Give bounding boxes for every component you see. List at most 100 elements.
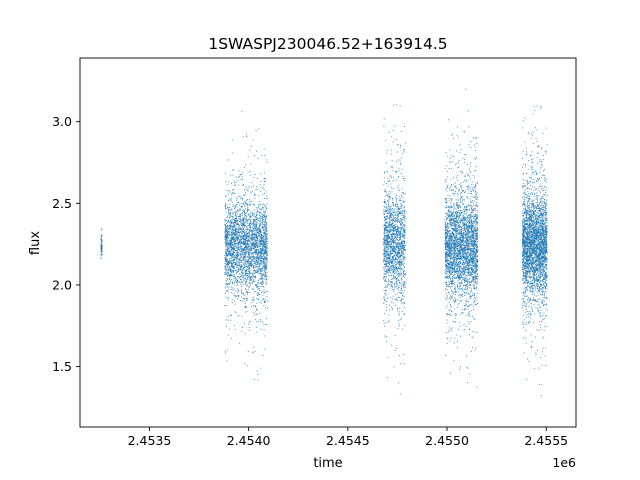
data-point [260, 277, 262, 279]
data-point [235, 218, 237, 220]
data-point [244, 194, 246, 196]
data-point [473, 204, 475, 206]
data-point [391, 260, 393, 262]
data-point [259, 242, 261, 244]
data-point [228, 208, 230, 210]
data-point [400, 292, 403, 294]
data-point [393, 246, 396, 249]
data-point [393, 231, 395, 233]
data-point [257, 373, 259, 375]
data-point [233, 184, 235, 187]
data-point [394, 214, 396, 216]
data-point [402, 260, 404, 262]
data-point [256, 186, 258, 188]
data-point [225, 280, 227, 282]
data-point [394, 216, 396, 218]
data-point [383, 241, 385, 243]
data-point [261, 291, 263, 294]
data-point [248, 224, 250, 226]
data-point [266, 254, 269, 256]
data-point [456, 177, 458, 179]
data-point [386, 269, 389, 271]
data-point [404, 212, 406, 214]
data-point [401, 215, 403, 217]
data-point [264, 181, 266, 183]
data-point [228, 261, 230, 264]
data-point [388, 266, 390, 268]
data-point [458, 242, 460, 244]
data-point [388, 321, 390, 323]
data-point [225, 325, 228, 327]
data-point [399, 268, 401, 270]
data-point [231, 237, 233, 239]
data-point [383, 216, 385, 219]
data-point [261, 260, 263, 262]
data-point [262, 187, 264, 189]
data-point [400, 211, 402, 213]
data-point [260, 253, 262, 255]
data-point [384, 275, 386, 277]
data-point [389, 229, 391, 231]
data-point [229, 241, 232, 243]
data-point [239, 249, 241, 252]
data-point [227, 272, 229, 274]
data-point [401, 264, 403, 266]
data-point [246, 268, 248, 271]
data-point [243, 217, 245, 219]
data-point [259, 219, 261, 221]
data-point [100, 250, 102, 252]
data-point [101, 244, 103, 246]
data-point [262, 256, 264, 258]
data-point [403, 306, 405, 308]
data-point [383, 239, 385, 241]
data-point [402, 295, 404, 297]
data-point [266, 291, 269, 293]
data-point [238, 235, 240, 237]
data-point [264, 215, 266, 217]
data-point [241, 243, 243, 245]
data-point [231, 271, 233, 273]
data-point [254, 350, 256, 352]
data-point [235, 254, 237, 256]
data-point [240, 279, 243, 281]
data-point [468, 187, 470, 189]
data-point [402, 291, 404, 293]
data-point [247, 190, 249, 192]
data-point [392, 267, 395, 269]
data-point [262, 222, 264, 224]
data-point [400, 363, 402, 365]
data-point [263, 252, 265, 254]
data-point [265, 290, 267, 293]
data-point [250, 191, 252, 193]
data-point [256, 263, 258, 265]
data-point [254, 239, 256, 241]
data-point [255, 261, 257, 263]
data-point [238, 251, 240, 254]
data-point [265, 258, 267, 260]
data-point [226, 217, 228, 219]
data-point [245, 270, 247, 272]
data-point [384, 199, 386, 201]
data-point [398, 242, 400, 244]
data-point [260, 263, 262, 265]
data-point [249, 261, 251, 264]
data-point [247, 246, 249, 248]
data-point [259, 264, 261, 266]
data-point [385, 139, 387, 141]
data-point [386, 301, 388, 303]
data-point [392, 218, 394, 220]
data-point [232, 248, 234, 250]
data-point [446, 322, 448, 324]
data-point [259, 290, 261, 292]
data-point [389, 261, 391, 263]
data-point [404, 200, 406, 202]
data-point [393, 274, 395, 276]
data-point [247, 244, 249, 246]
data-point [261, 249, 264, 251]
data-point [389, 257, 391, 259]
data-point [225, 269, 227, 271]
data-point [235, 225, 237, 227]
data-point [258, 269, 260, 271]
data-point [263, 255, 265, 257]
data-point [398, 325, 400, 327]
